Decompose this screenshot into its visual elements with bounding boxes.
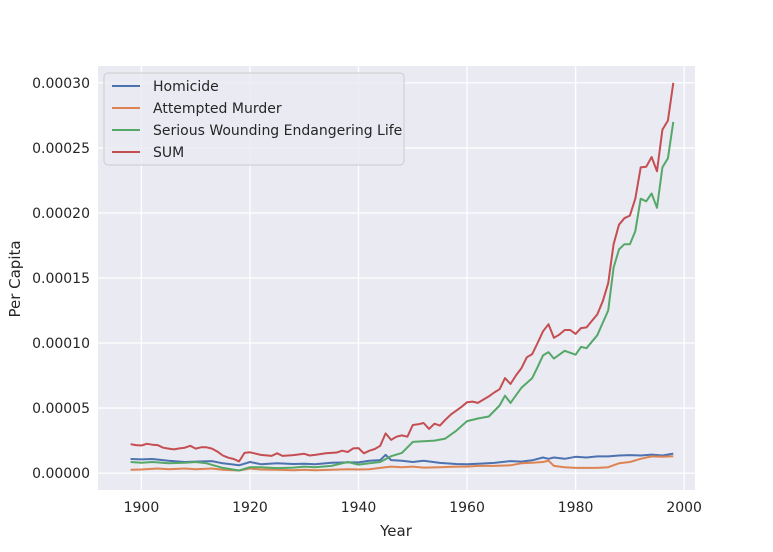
legend-box bbox=[103, 72, 405, 166]
series-line-serious-wounding-endangering-life bbox=[130, 121, 675, 472]
series-lines bbox=[130, 82, 675, 472]
y-tick-label: 0.00025 bbox=[32, 141, 90, 157]
x-tick-labels: 1900 1920 1940 1960 1980 2000 bbox=[124, 500, 702, 516]
y-tick-label: 0.00020 bbox=[32, 206, 90, 222]
legend-label-homicide: Homicide bbox=[153, 79, 219, 95]
series-line-homicide bbox=[130, 452, 674, 467]
x-tick-label: 1940 bbox=[341, 500, 377, 516]
y-tick-label: 0.00015 bbox=[32, 271, 90, 287]
series-line-sum bbox=[130, 82, 675, 463]
legend-label-attempted-murder: Attempted Murder bbox=[153, 101, 282, 117]
x-tick-label: 1900 bbox=[124, 500, 160, 516]
y-tick-label: 0.00005 bbox=[32, 401, 90, 417]
legend-label-serious-wounding-endangering-life: Serious Wounding Endangering Life bbox=[153, 123, 402, 139]
legend: Homicide Attempted Murder Serious Wounding… bbox=[103, 72, 405, 166]
x-tick-label: 2000 bbox=[666, 500, 702, 516]
y-tick-label: 0.00030 bbox=[32, 76, 90, 92]
x-tick-label: 1980 bbox=[558, 500, 594, 516]
x-axis-label: Year bbox=[379, 522, 413, 540]
y-tick-label: 0.00000 bbox=[32, 466, 90, 482]
y-tick-label: 0.00010 bbox=[32, 336, 90, 352]
x-tick-label: 1960 bbox=[449, 500, 485, 516]
y-axis-label: Per Capita bbox=[6, 240, 24, 317]
x-tick-label: 1920 bbox=[232, 500, 268, 516]
legend-label-sum: SUM bbox=[153, 145, 184, 161]
y-tick-labels: 0.00000 0.00005 0.00010 0.00015 0.00020 0.000… bbox=[32, 76, 90, 482]
